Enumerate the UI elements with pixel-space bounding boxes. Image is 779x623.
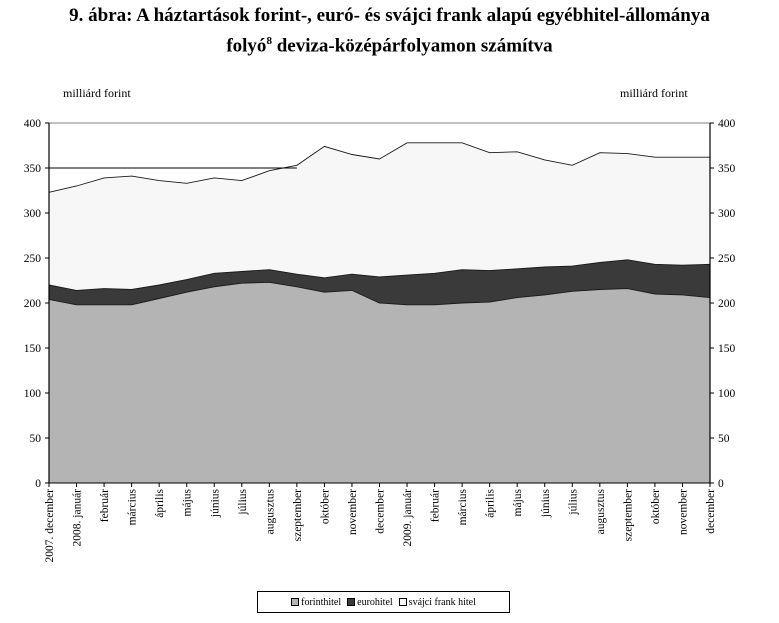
y-tick-label-left: 300: [24, 208, 42, 220]
footnote-marker: 8: [266, 35, 272, 47]
x-tick-label: február: [99, 489, 111, 522]
y-axis-unit-left: milliárd forint: [63, 86, 131, 100]
area-forinthitel: [49, 282, 710, 483]
y-tick-label-right: 0: [718, 478, 724, 490]
x-tick-label: augusztus: [595, 488, 607, 534]
x-tick-label: június: [540, 488, 552, 518]
x-tick-label: szeptember: [292, 489, 304, 542]
x-tick-label: július: [237, 488, 249, 515]
y-tick-label-right: 200: [718, 298, 736, 310]
legend-label-forinthitel: forinthitel: [301, 596, 342, 608]
x-tick-label: május: [182, 488, 194, 516]
x-tick-label: július: [567, 488, 579, 515]
axis-ticks: 0 0 50 50 100 100 150 150 200 200 250 250 300 300 350 3…: [24, 118, 736, 562]
legend-item-forinthitel: forinthitel: [291, 597, 341, 608]
legend-label-eurohitel: eurohitel: [357, 596, 393, 608]
x-tick-label: április: [485, 488, 497, 517]
y-tick-label-left: 0: [35, 478, 41, 490]
y-tick-label-right: 100: [718, 388, 736, 400]
x-tick-label: november: [347, 489, 359, 535]
boundary-line-forinthitel: [48, 281, 711, 306]
x-tick-label: december: [375, 489, 387, 534]
legend-swatch-forinthitel: [291, 598, 300, 606]
y-tick-label-right: 50: [718, 433, 730, 445]
x-tick-label: 2008. január: [72, 489, 84, 547]
x-tick-label: március: [457, 488, 469, 525]
x-tick-label: augusztus: [264, 488, 276, 534]
legend-item-chf: svájci frank hitel: [398, 596, 476, 608]
y-tick-label-right: 400: [718, 118, 736, 130]
chart-title-line2: folyó8 deviza-középárfolyamon számítva: [0, 29, 779, 58]
y-tick-label-right: 350: [718, 163, 736, 175]
y-tick-label-left: 350: [24, 163, 42, 175]
x-tick-label: október: [319, 489, 331, 524]
y-axis-unit-right: milliárd forint: [620, 86, 688, 100]
title-line2-post: deviza-középárfolyamon számítva: [271, 35, 553, 57]
legend-swatch-eurohitel: [347, 598, 356, 606]
legend: forinthitel eurohitel svájci frank hitel: [257, 591, 510, 613]
x-tick-label: május: [512, 488, 524, 516]
x-tick-label: október: [650, 489, 662, 524]
chart-title-line1: 9. ábra: A háztartások forint-, euró- és…: [69, 5, 710, 26]
legend-label-chf: svájci frank hitel: [408, 596, 476, 608]
x-tick-label: november: [677, 489, 689, 535]
x-tick-label: június: [209, 488, 221, 518]
y-tick-label-left: 200: [24, 298, 42, 310]
y-tick-label-left: 150: [24, 343, 42, 355]
area-layers: [48, 122, 711, 484]
y-tick-label-left: 50: [30, 433, 42, 445]
legend-item-eurohitel: eurohitel: [347, 597, 393, 608]
y-tick-label-right: 300: [718, 208, 736, 220]
y-tick-label-right: 250: [718, 253, 736, 265]
x-tick-label: szeptember: [622, 489, 634, 542]
boundary-line-eurohitel: [48, 259, 711, 291]
x-tick-label: 2007. december: [44, 489, 56, 563]
legend-swatch-chf: [398, 598, 407, 606]
y-tick-label-left: 100: [24, 388, 42, 400]
boundary-line-svájci-frank-hitel: [48, 142, 710, 193]
x-tick-label: február: [430, 489, 442, 522]
y-tick-label-right: 150: [718, 343, 736, 355]
x-tick-label: december: [705, 489, 717, 534]
x-tick-label: március: [127, 488, 139, 525]
x-tick-label: 2009. január: [402, 489, 414, 547]
y-tick-label-left: 250: [24, 253, 42, 265]
y-tick-label-left: 400: [24, 118, 42, 130]
area-svájci-frank-hitel: [49, 142, 710, 291]
title-line2-pre: folyó: [226, 35, 267, 57]
area-eurohitel: [49, 259, 710, 305]
x-tick-label: április: [154, 488, 166, 517]
